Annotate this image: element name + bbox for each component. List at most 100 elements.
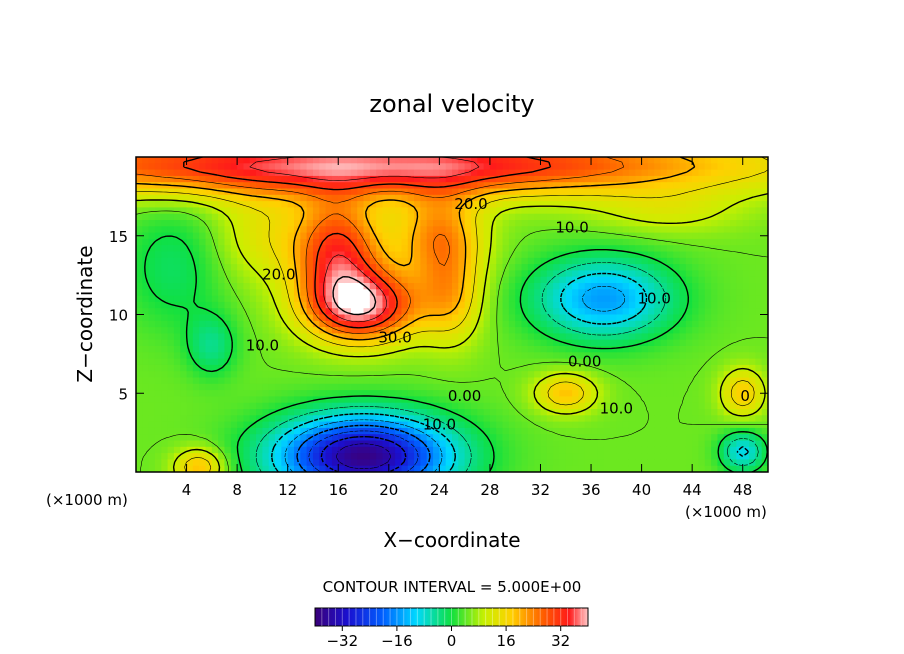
field-cell	[154, 169, 162, 177]
field-cell	[641, 182, 649, 190]
field-cell	[641, 434, 649, 442]
field-cell	[173, 339, 181, 347]
field-cell	[426, 251, 434, 259]
field-cell	[591, 339, 598, 347]
field-cell	[306, 364, 314, 372]
field-cell	[534, 396, 542, 404]
field-cell	[540, 238, 548, 246]
field-cell	[369, 232, 377, 240]
field-cell	[597, 415, 605, 423]
field-cell	[515, 264, 523, 271]
field-cell	[508, 320, 516, 328]
field-cell	[363, 333, 371, 341]
field-cell	[249, 194, 257, 202]
field-cell	[426, 383, 434, 391]
field-cell	[622, 415, 630, 423]
field-cell	[603, 440, 611, 448]
field-cell	[382, 270, 390, 278]
field-cell	[357, 207, 365, 215]
field-cell	[515, 434, 523, 442]
field-cell	[698, 390, 706, 397]
field-cell	[249, 346, 257, 353]
field-cell	[369, 257, 377, 265]
field-cell	[489, 409, 497, 416]
field-cell	[395, 245, 403, 253]
field-cell	[433, 182, 440, 190]
field-cell	[515, 201, 523, 208]
field-cell	[369, 213, 377, 221]
field-cell	[584, 358, 592, 366]
field-cell	[477, 301, 485, 309]
field-cell	[572, 308, 579, 316]
field-cell	[742, 352, 750, 360]
field-cell	[711, 358, 719, 366]
field-cell	[414, 459, 421, 467]
field-cell	[344, 226, 352, 234]
field-cell	[717, 402, 725, 410]
field-cell	[249, 182, 257, 190]
field-cell	[679, 333, 687, 341]
field-cell	[199, 339, 207, 347]
field-cell	[515, 333, 523, 341]
field-cell	[692, 270, 700, 278]
field-cell	[654, 377, 662, 385]
field-cell	[711, 333, 719, 341]
field-cell	[281, 289, 289, 297]
field-cell	[755, 276, 763, 284]
field-cell	[628, 194, 636, 202]
field-cell	[262, 245, 270, 253]
field-cell	[167, 289, 175, 297]
field-cell	[445, 434, 453, 442]
field-cell	[660, 440, 668, 448]
field-cell	[230, 333, 238, 341]
field-cell	[407, 346, 415, 353]
field-cell	[452, 314, 459, 322]
field-cell	[610, 358, 617, 366]
field-cell	[711, 207, 719, 215]
field-cell	[597, 364, 605, 372]
field-cell	[540, 409, 548, 416]
field-cell	[641, 371, 649, 379]
field-cell	[148, 358, 156, 366]
field-cell	[534, 188, 542, 196]
field-cell	[148, 264, 156, 271]
field-cell	[192, 459, 200, 467]
field-cell	[281, 157, 289, 164]
field-cell	[433, 251, 440, 259]
field-cell	[635, 207, 643, 215]
field-cell	[534, 295, 542, 303]
field-cell	[628, 383, 636, 391]
field-cell	[205, 245, 213, 253]
field-cell	[496, 220, 504, 227]
field-cell	[363, 339, 371, 347]
field-cell	[597, 377, 605, 385]
field-cell	[445, 264, 453, 271]
field-cell	[306, 169, 314, 177]
field-cell	[616, 220, 624, 227]
field-cell	[616, 257, 624, 265]
field-cell	[154, 402, 162, 410]
field-cell	[546, 301, 554, 309]
field-cell	[610, 440, 617, 448]
field-cell	[142, 245, 150, 253]
field-cell	[401, 320, 409, 328]
field-cell	[723, 390, 731, 397]
field-cell	[173, 427, 181, 435]
field-cell	[679, 175, 687, 183]
field-cell	[508, 402, 516, 410]
field-cell	[597, 276, 605, 284]
field-cell	[369, 276, 377, 284]
field-cell	[464, 232, 472, 240]
field-cell	[508, 383, 516, 391]
field-cell	[685, 371, 693, 379]
field-cell	[294, 459, 301, 467]
field-cell	[369, 163, 377, 171]
field-cell	[508, 364, 516, 372]
field-cell	[704, 289, 712, 297]
field-cell	[553, 434, 561, 442]
field-cell	[603, 396, 611, 404]
field-cell	[698, 169, 706, 177]
field-cell	[692, 308, 700, 316]
field-cell	[559, 377, 567, 385]
field-cell	[192, 409, 200, 416]
